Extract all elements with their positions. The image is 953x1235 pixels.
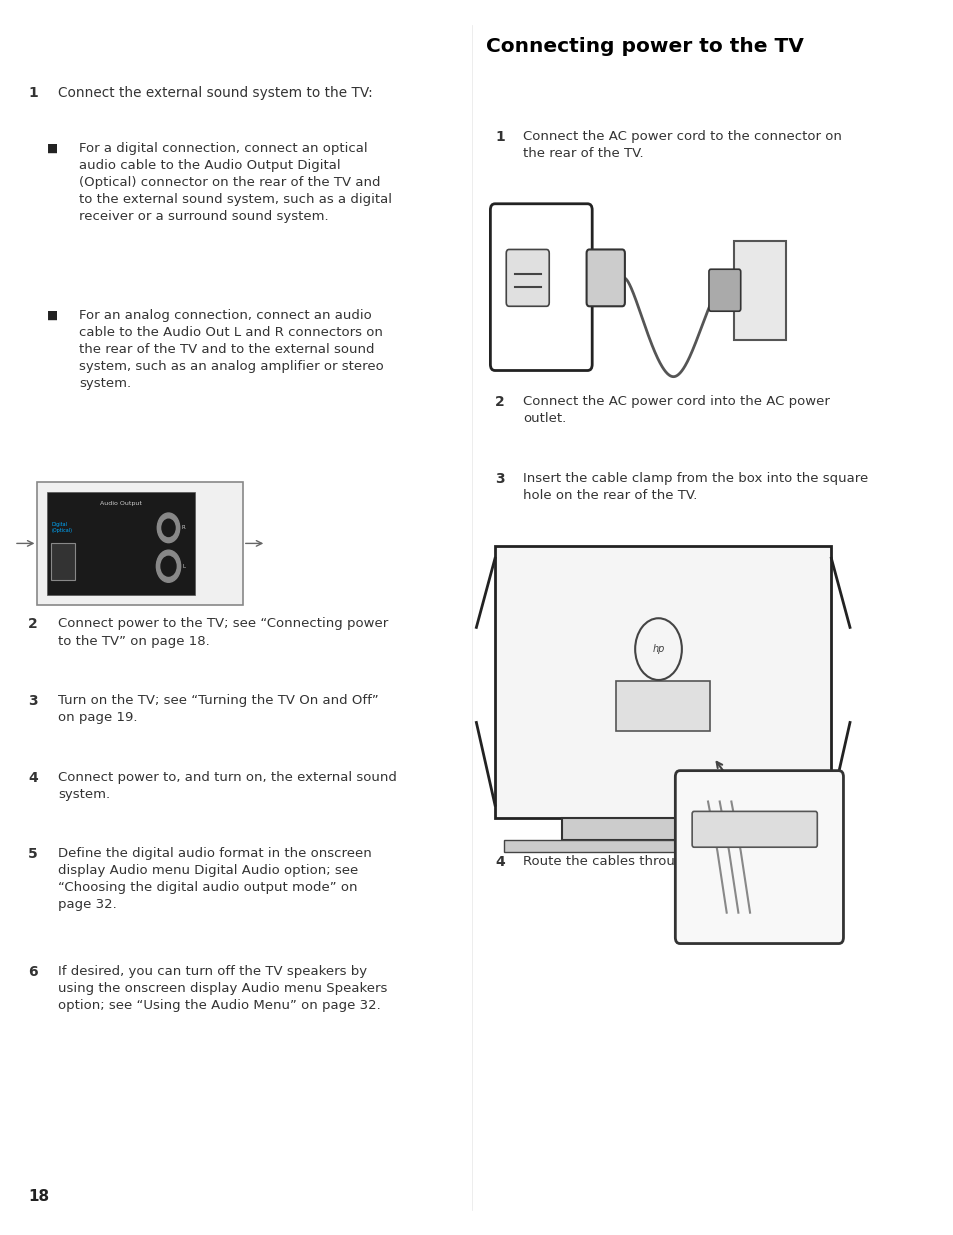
Circle shape bbox=[162, 519, 174, 536]
Text: 1: 1 bbox=[28, 86, 38, 100]
FancyBboxPatch shape bbox=[692, 811, 817, 847]
Text: Connect power to the TV; see “Connecting power
to the TV” on page 18.: Connect power to the TV; see “Connecting… bbox=[58, 618, 388, 647]
Text: 4: 4 bbox=[495, 855, 504, 868]
Text: Connect the external sound system to the TV:: Connect the external sound system to the… bbox=[58, 86, 373, 100]
Text: Connecting power to the TV: Connecting power to the TV bbox=[485, 37, 802, 56]
Text: Turn on the TV; see “Turning the TV On and Off”
on page 19.: Turn on the TV; see “Turning the TV On a… bbox=[58, 694, 378, 724]
FancyBboxPatch shape bbox=[506, 249, 549, 306]
Text: 4: 4 bbox=[28, 771, 38, 784]
Text: Define the digital audio format in the onscreen
display Audio menu Digital Audio: Define the digital audio format in the o… bbox=[58, 847, 372, 911]
FancyBboxPatch shape bbox=[37, 482, 243, 605]
Text: L: L bbox=[182, 563, 185, 569]
Text: 6: 6 bbox=[28, 965, 37, 978]
Circle shape bbox=[157, 513, 179, 542]
Text: 2: 2 bbox=[28, 618, 38, 631]
Text: Connect the AC power cord to the connector on
the rear of the TV.: Connect the AC power cord to the connect… bbox=[522, 130, 841, 159]
Text: ■: ■ bbox=[47, 142, 58, 156]
Text: Audio Output: Audio Output bbox=[100, 501, 141, 506]
Text: 2: 2 bbox=[495, 395, 504, 409]
Text: For an analog connection, connect an audio
cable to the Audio Out L and R connec: For an analog connection, connect an aud… bbox=[79, 309, 384, 390]
Text: ■: ■ bbox=[47, 309, 58, 322]
Text: hp: hp bbox=[652, 645, 664, 655]
Text: Route the cables through the cable clamp.: Route the cables through the cable clamp… bbox=[522, 855, 806, 868]
Text: 3: 3 bbox=[495, 472, 504, 485]
FancyBboxPatch shape bbox=[586, 249, 624, 306]
FancyBboxPatch shape bbox=[495, 546, 830, 818]
Circle shape bbox=[161, 556, 175, 576]
Text: Insert the cable clamp from the box into the square
hole on the rear of the TV.: Insert the cable clamp from the box into… bbox=[522, 472, 867, 501]
Text: 3: 3 bbox=[28, 694, 37, 708]
Text: 1: 1 bbox=[495, 130, 504, 143]
FancyBboxPatch shape bbox=[47, 492, 194, 595]
Text: R: R bbox=[181, 525, 185, 530]
FancyBboxPatch shape bbox=[734, 241, 784, 340]
Text: If desired, you can turn off the TV speakers by
using the onscreen display Audio: If desired, you can turn off the TV spea… bbox=[58, 965, 387, 1011]
Circle shape bbox=[156, 550, 180, 582]
FancyBboxPatch shape bbox=[616, 682, 709, 731]
Text: 5: 5 bbox=[28, 847, 38, 861]
FancyBboxPatch shape bbox=[504, 840, 821, 852]
FancyBboxPatch shape bbox=[708, 269, 740, 311]
Text: Digital
(Optical): Digital (Optical) bbox=[51, 522, 72, 534]
FancyBboxPatch shape bbox=[51, 542, 74, 579]
FancyBboxPatch shape bbox=[490, 204, 592, 370]
Text: 18: 18 bbox=[28, 1189, 50, 1204]
Text: For a digital connection, connect an optical
audio cable to the Audio Output Dig: For a digital connection, connect an opt… bbox=[79, 142, 392, 224]
Text: Connect power to, and turn on, the external sound
system.: Connect power to, and turn on, the exter… bbox=[58, 771, 396, 800]
Text: Connect the AC power cord into the AC power
outlet.: Connect the AC power cord into the AC po… bbox=[522, 395, 829, 425]
FancyBboxPatch shape bbox=[675, 771, 842, 944]
FancyBboxPatch shape bbox=[561, 818, 763, 840]
